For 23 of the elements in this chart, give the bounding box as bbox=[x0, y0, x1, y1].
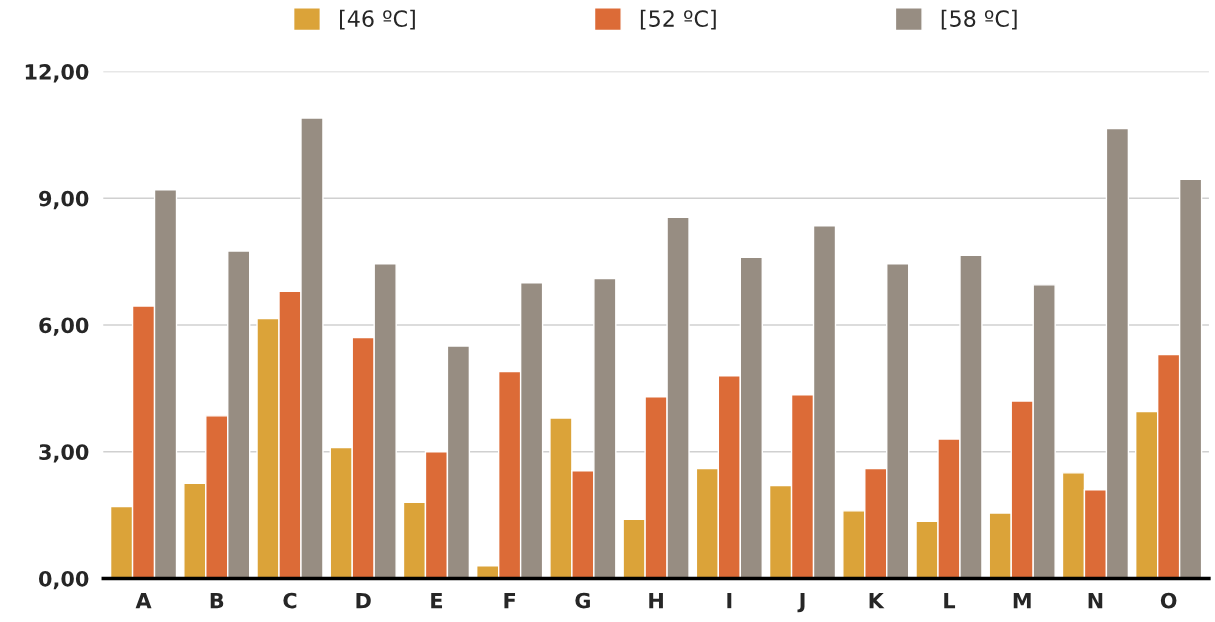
x-tick-label: J bbox=[797, 592, 805, 613]
x-tick-label: A bbox=[135, 592, 152, 609]
x-tick-label: M bbox=[1013, 592, 1031, 609]
x-tick-label: O bbox=[1160, 592, 1177, 609]
legend-label: [58 ºC] bbox=[941, 9, 1017, 30]
x-tick-label: B bbox=[210, 592, 224, 609]
y-tick-label: 9,00 bbox=[39, 190, 89, 210]
x-tick-label: K bbox=[869, 592, 885, 609]
legend-label: [52 ºC] bbox=[640, 9, 716, 30]
y-tick-label: 12,00 bbox=[25, 63, 89, 83]
x-tick-label: F bbox=[504, 592, 516, 609]
x-tick-label: D bbox=[356, 592, 371, 609]
y-tick-label: 0,00 bbox=[38, 570, 89, 590]
x-tick-label: L bbox=[944, 592, 956, 609]
x-tick-label: H bbox=[649, 592, 663, 609]
legend-label: [46 ºC] bbox=[340, 9, 415, 30]
y-tick-label: 6,00 bbox=[39, 317, 89, 336]
y-tick-label: 3,00 bbox=[39, 444, 89, 463]
x-tick-label: N bbox=[1088, 592, 1103, 609]
x-tick-label: C bbox=[283, 592, 297, 609]
x-tick-label: G bbox=[575, 592, 590, 609]
x-tick-label: E bbox=[431, 592, 443, 609]
x-tick-label: I bbox=[727, 592, 732, 609]
